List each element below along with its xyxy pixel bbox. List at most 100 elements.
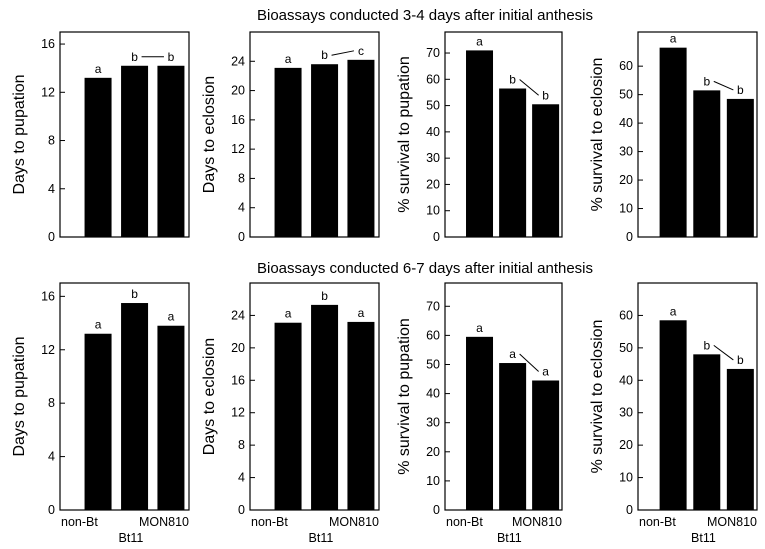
- y-tick-label: 0: [433, 503, 440, 517]
- y-tick-label: 0: [626, 503, 633, 517]
- y-axis-label: Days to pupation: [11, 336, 28, 456]
- bar-bt11: [693, 90, 721, 237]
- significance-letter: b: [737, 353, 744, 367]
- y-tick-label: 4: [238, 201, 245, 215]
- chart-panel-r1c4: 0 10 20 30 40 50 60 % survival to eclosion a b b: [589, 31, 758, 244]
- y-tick-label: 12: [41, 85, 55, 99]
- y-tick-label: 40: [619, 373, 633, 387]
- bar-bt11: [311, 304, 339, 510]
- y-tick-label: 60: [619, 59, 633, 73]
- y-tick-label: 40: [619, 116, 633, 130]
- chart-panel-r2c2: 0 4 8 12 16 20 24 Days to eclosion a b a non-Bt MON8…: [201, 282, 380, 545]
- y-tick-label: 0: [48, 503, 55, 517]
- y-tick-label: 8: [48, 134, 55, 148]
- bar-mon810: [532, 104, 560, 238]
- y-tick-label: 60: [426, 72, 440, 86]
- significance-connector: [519, 79, 539, 96]
- bar-bt11: [499, 363, 527, 510]
- y-tick-label: 20: [231, 341, 245, 355]
- y-tick-label: 30: [619, 145, 633, 159]
- y-tick-label: 24: [231, 308, 245, 322]
- chart-panels: 0 4 8 12 16 Days to pupation a b b 0 4 8 12 16 20 24 Day…: [11, 31, 758, 545]
- chart-panel-r1c3: 0 10 20 30 40 50 60 70 % survival to pupation a b b: [396, 31, 563, 244]
- significance-letter: b: [131, 50, 138, 64]
- y-tick-label: 50: [619, 341, 633, 355]
- y-tick-label: 12: [231, 142, 245, 156]
- significance-letter: c: [358, 44, 364, 58]
- bar-bt11: [311, 64, 339, 237]
- y-tick-label: 24: [231, 54, 245, 68]
- significance-letter: b: [168, 50, 175, 64]
- y-tick-label: 30: [619, 406, 633, 420]
- y-tick-label: 0: [433, 230, 440, 244]
- bar-mon810: [726, 368, 754, 510]
- significance-connector: [519, 353, 539, 372]
- y-tick-label: 70: [426, 299, 440, 313]
- y-tick-label: 10: [619, 202, 633, 216]
- y-tick-label: 8: [48, 396, 55, 410]
- bar-non-bt: [84, 77, 112, 237]
- y-axis-label: % survival to pupation: [396, 56, 413, 213]
- y-tick-label: 12: [41, 343, 55, 357]
- bar-non-bt: [84, 333, 112, 510]
- significance-letter: a: [509, 347, 516, 361]
- y-axis-label: Days to eclosion: [201, 338, 218, 455]
- y-tick-label: 40: [426, 387, 440, 401]
- y-tick-label: 0: [48, 230, 55, 244]
- y-tick-label: 50: [619, 88, 633, 102]
- bar-non-bt: [659, 320, 687, 510]
- y-tick-label: 16: [41, 289, 55, 303]
- y-tick-label: 8: [238, 438, 245, 452]
- significance-letter: b: [321, 48, 328, 62]
- significance-letter: a: [95, 318, 102, 332]
- y-tick-label: 20: [426, 445, 440, 459]
- significance-letter: a: [542, 364, 549, 378]
- significance-letter: a: [670, 32, 677, 46]
- y-axis-label: % survival to eclosion: [589, 320, 606, 474]
- y-tick-label: 10: [619, 471, 633, 485]
- bar-mon810: [726, 98, 754, 237]
- y-tick-label: 20: [619, 173, 633, 187]
- significance-letter: a: [476, 321, 483, 335]
- significance-letter: a: [285, 52, 292, 66]
- significance-letter: a: [285, 307, 292, 321]
- bar-mon810: [157, 325, 185, 510]
- x-label-bt11: Bt11: [119, 531, 144, 545]
- y-tick-label: 50: [426, 357, 440, 371]
- significance-letter: a: [670, 304, 677, 318]
- y-tick-label: 70: [426, 46, 440, 60]
- y-tick-label: 0: [238, 230, 245, 244]
- bar-bt11: [693, 354, 721, 510]
- y-tick-label: 16: [231, 373, 245, 387]
- bar-mon810: [347, 59, 375, 238]
- significance-letter: a: [95, 62, 102, 76]
- significance-letter: a: [358, 306, 365, 320]
- y-tick-label: 4: [238, 471, 245, 485]
- bar-bt11: [499, 88, 527, 237]
- significance-letter: b: [737, 83, 744, 97]
- bar-mon810: [157, 65, 185, 237]
- y-tick-label: 20: [619, 438, 633, 452]
- row1-title: Bioassays conducted 3-4 days after initi…: [257, 7, 593, 24]
- chart-panel-r2c3: 0 10 20 30 40 50 60 70 % survival to pupation a a a…: [396, 282, 563, 545]
- x-label-mon810: MON810: [329, 515, 379, 529]
- y-tick-label: 10: [426, 474, 440, 488]
- y-tick-label: 60: [619, 308, 633, 322]
- x-label-non-bt: non-Bt: [446, 515, 483, 529]
- bar-non-bt: [659, 47, 687, 237]
- chart-panel-r2c1: 0 4 8 12 16 Days to pupation a b a non-Bt MON810 Bt…: [11, 282, 190, 545]
- significance-connector: [713, 80, 734, 91]
- significance-letter: a: [476, 34, 483, 48]
- bar-non-bt: [466, 336, 494, 510]
- bar-bt11: [121, 65, 149, 237]
- y-axis-label: Days to pupation: [11, 74, 28, 194]
- bar-mon810: [532, 380, 560, 510]
- significance-connector: [331, 50, 355, 56]
- y-tick-label: 20: [231, 84, 245, 98]
- chart-panel-r1c2: 0 4 8 12 16 20 24 Days to eclosion a b c: [201, 31, 380, 244]
- y-tick-label: 4: [48, 450, 55, 464]
- y-tick-label: 16: [41, 37, 55, 51]
- significance-letter: b: [509, 73, 516, 87]
- significance-letter: a: [168, 310, 175, 324]
- x-label-bt11: Bt11: [691, 531, 716, 545]
